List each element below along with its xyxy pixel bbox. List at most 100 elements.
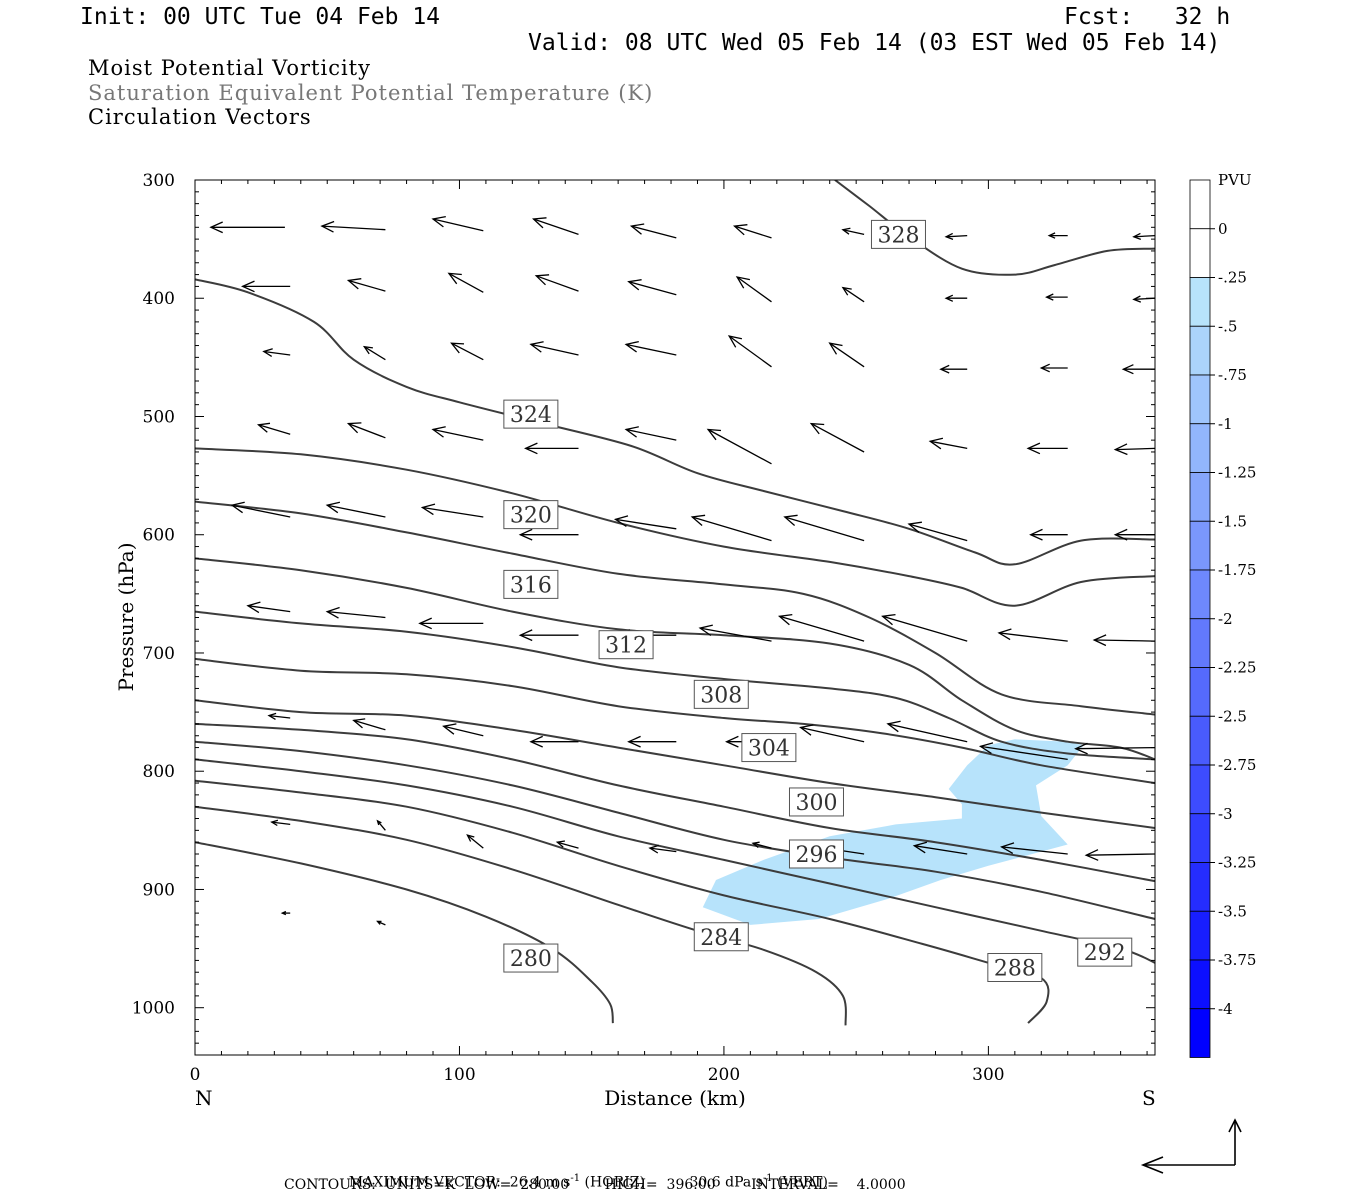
contour-label: 328 (877, 223, 919, 248)
x-axis-label: Distance (km) (604, 1086, 746, 1110)
colorbar-label: -1 (1218, 415, 1233, 433)
colorbar-label: -2 (1218, 610, 1233, 628)
colorbar-label: -2.25 (1218, 659, 1256, 677)
circulation-vector (256, 422, 291, 435)
contour-label: 324 (510, 403, 552, 428)
contour-288 (195, 779, 1050, 1024)
x-end-label-left: N (195, 1086, 213, 1110)
circulation-vector (1074, 742, 1155, 755)
circulation-vector (783, 514, 865, 542)
circulation-vector (841, 286, 865, 303)
horiz-exponent: -1 (570, 1173, 581, 1184)
colorbar-label: -3.25 (1218, 854, 1256, 872)
colorbar-bin (1189, 1008, 1211, 1058)
circulation-vector (648, 844, 677, 854)
colorbar-bin (1189, 715, 1211, 766)
circulation-vector (799, 724, 865, 743)
colorbar-bin (1189, 667, 1211, 717)
contour-308 (195, 657, 1155, 784)
max-vector-line: MAXIMUM VECTOR: 26.4 m s-1 (HORIZ) 30.6 … (340, 1157, 828, 1191)
vert-max-value: 30.6 dPa s (689, 1174, 763, 1191)
circulation-vector (627, 735, 677, 748)
circulation-vector (732, 224, 772, 239)
y-tick-label: 300 (143, 171, 175, 191)
contour-label: 320 (510, 504, 552, 529)
colorbar-bin (1189, 764, 1211, 815)
contour-label: 312 (605, 634, 647, 659)
circulation-vector (997, 628, 1068, 642)
circulation-vector (262, 348, 291, 357)
circulation-vector (777, 613, 865, 642)
circulation-vector (466, 834, 484, 849)
circulation-vector (629, 223, 677, 239)
colorbar-label: -2.5 (1218, 707, 1247, 725)
contour-332 (834, 180, 1155, 276)
circulation-vector (1113, 443, 1155, 456)
contour-label: 288 (994, 957, 1036, 982)
contour-label: 296 (795, 843, 837, 868)
circulation-vector (270, 819, 291, 827)
contour-label-box (503, 399, 559, 429)
y-tick-label: 900 (143, 880, 175, 900)
circulation-vector (886, 720, 968, 743)
circulation-vector (1092, 634, 1155, 647)
contour-label-box (503, 569, 559, 599)
circulation-vector (1084, 849, 1155, 861)
contour-label: 292 (1084, 941, 1126, 966)
x-end-label-right: S (1142, 1086, 1156, 1110)
contour-312 (195, 610, 1155, 761)
colorbar-bin (1189, 423, 1211, 473)
circulation-vector (518, 528, 579, 541)
contour-label-box (693, 922, 749, 952)
circulation-vector (376, 920, 386, 926)
circulation-vector (280, 910, 291, 916)
circulation-vector (735, 276, 772, 303)
circulation-vector (613, 515, 677, 530)
colorbar-bin (1189, 179, 1211, 230)
circulation-vector (907, 521, 968, 542)
valid-time: Valid: 08 UTC Wed 05 Feb 14 (03 EST Wed … (528, 30, 1221, 56)
circulation-vector (1121, 364, 1155, 375)
contour-label: 284 (700, 926, 742, 951)
circulation-vector (450, 342, 484, 361)
contour-280 (195, 841, 614, 1024)
circulation-vector (1039, 363, 1068, 373)
y-tick-label: 800 (143, 762, 175, 782)
circulation-vector (1029, 528, 1068, 541)
contour-328 (195, 278, 1155, 566)
contour-label-box (788, 839, 844, 869)
circulation-vector (1132, 232, 1155, 241)
circulation-vector (978, 742, 1068, 761)
circulation-vector (727, 335, 772, 368)
circulation-vector (1026, 442, 1068, 455)
circulation-vector (325, 501, 386, 518)
y-tick-label: 400 (143, 289, 175, 309)
contour-label: 304 (748, 737, 790, 762)
contour-label-box (870, 219, 926, 249)
colorbar-label: -4 (1218, 1000, 1233, 1018)
contour-300 (195, 722, 1155, 883)
forecast-hour: Fcst: 32 h (1064, 4, 1231, 30)
shaded-field-title: Moist Potential Vorticity (88, 56, 371, 80)
y-tick-label: 1000 (132, 999, 175, 1019)
colorbar-label: -.25 (1218, 269, 1247, 287)
y-tick-label: 500 (143, 407, 175, 427)
reference-vector (1140, 1118, 1242, 1174)
vert-unit: (VERT) (777, 1174, 828, 1191)
circulation-vector (529, 341, 579, 356)
circulation-vector (529, 735, 579, 748)
colorbar-label: 0 (1218, 220, 1228, 238)
circulation-vector (320, 220, 386, 233)
circulation-vector (420, 503, 484, 518)
circulation-vector (944, 232, 968, 241)
contour-320 (195, 500, 1155, 716)
y-tick-label: 700 (143, 644, 175, 664)
contour-316 (195, 557, 1155, 761)
circulation-vector (431, 426, 484, 441)
init-time: Init: 00 UTC Tue 04 Feb 14 (80, 4, 441, 30)
colorbar-bin (1189, 910, 1211, 961)
circulation-vector (267, 712, 291, 720)
circulation-vector (209, 221, 285, 234)
circulation-vector (939, 364, 968, 374)
